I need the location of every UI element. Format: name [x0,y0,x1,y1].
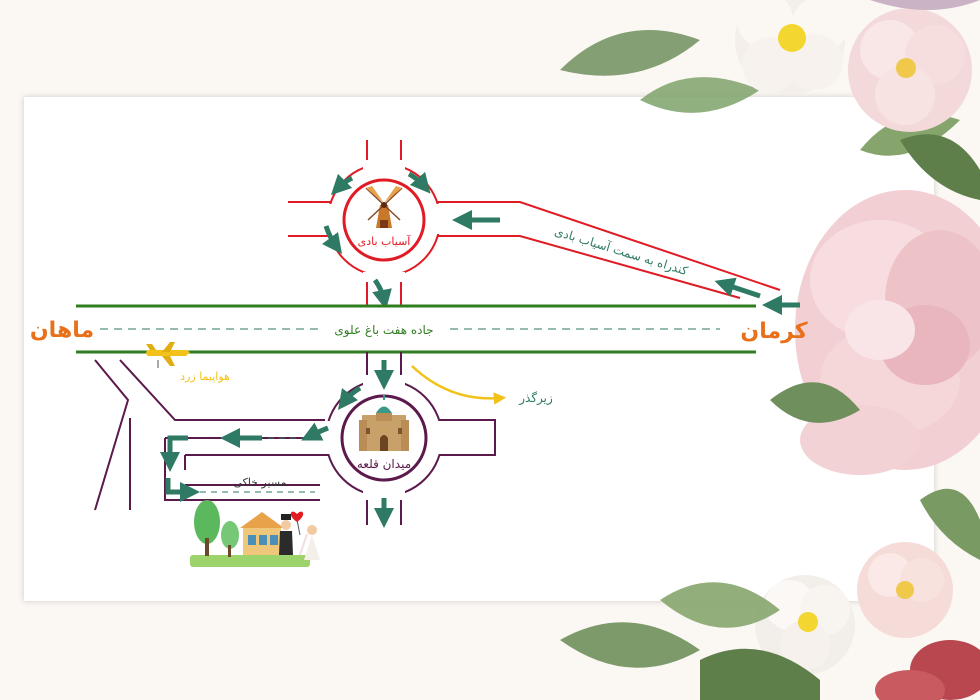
pink-flower-top [848,8,972,132]
castle-icon [359,395,409,451]
south-roads [94,352,496,525]
couple-icon [279,514,320,560]
wedding-venue-scene [190,500,320,567]
windmill-square-label: آسیاب بادی [358,234,412,248]
castle-square-label: میدان قلعه [357,457,411,471]
main-road [76,304,756,354]
underpass-label: زیرگذر [518,391,553,406]
windmill-icon [365,186,403,228]
white-flower-bottom [755,575,855,675]
heart-icon [290,511,304,522]
north-arrows [322,171,800,315]
dirt-road-label: مسیر خاکی [233,476,286,489]
mahan-label: ماهان [30,318,94,343]
airplane-label: هواپیما زرد [180,370,230,383]
north-roads [288,140,781,305]
main-road-label: جاده هفت باغ علوی [334,323,433,338]
airplane-icon [146,342,190,368]
white-flower-top [735,0,848,95]
underpass-arrow [411,365,507,405]
pink-flower-bottom [857,542,953,638]
kerman-label: کرمان [740,319,807,344]
house-icon [240,512,284,555]
tree-icon [194,500,239,557]
flower-decoration [560,0,980,700]
